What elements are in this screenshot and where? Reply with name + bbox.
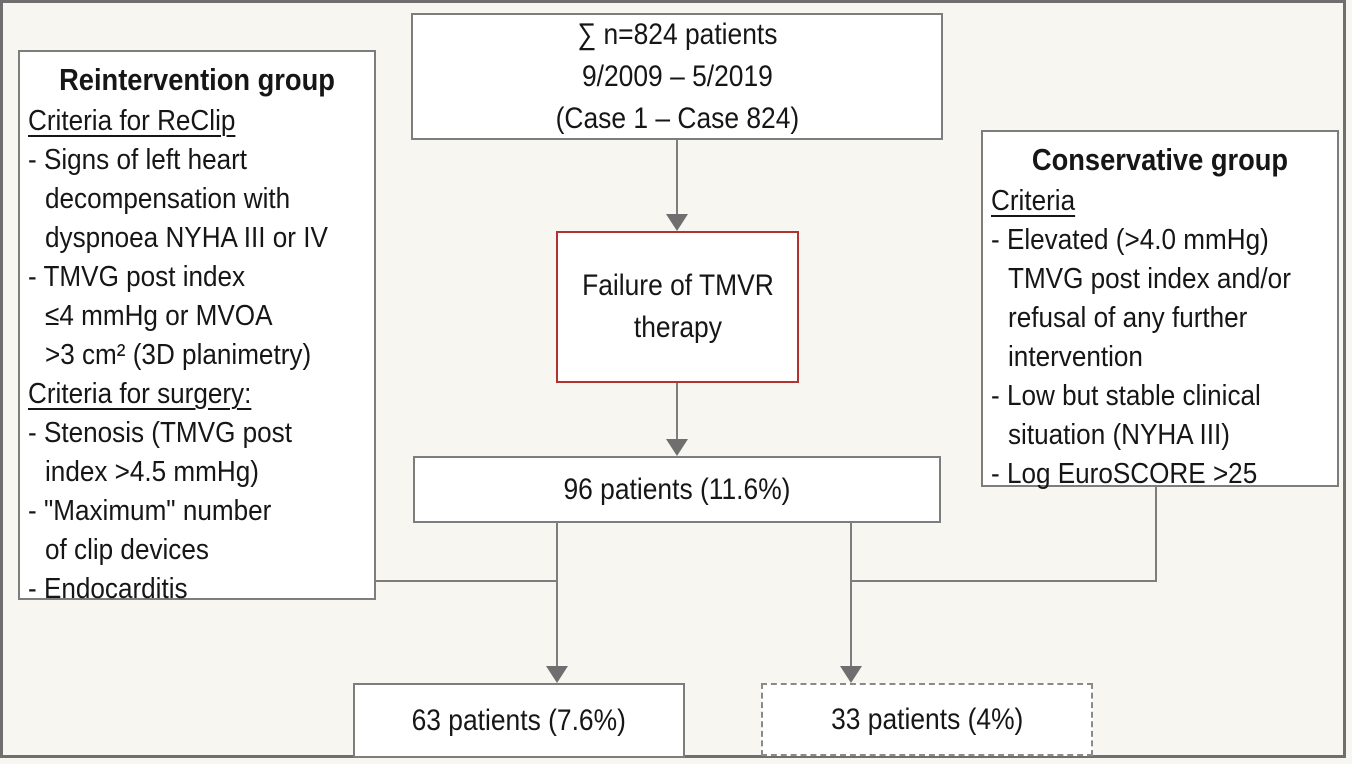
arrowhead-cohort bbox=[666, 439, 688, 456]
arrowhead-conservative bbox=[840, 666, 862, 683]
cohort-box: 96 patients (11.6%) bbox=[413, 456, 941, 523]
criteria-line: - TMVG post index bbox=[28, 261, 246, 293]
criteria-surgery-heading: Criteria for surgery: bbox=[28, 378, 252, 410]
total-line-1: ∑ n=824 patients bbox=[576, 17, 778, 51]
criteria-line: index >4.5 mmHg) bbox=[45, 456, 259, 488]
reintervention-outcome-label: 63 patients (7.6%) bbox=[411, 703, 627, 737]
connector-failure-to-cohort bbox=[676, 383, 678, 439]
failure-line-1: Failure of TMVR bbox=[581, 269, 774, 302]
criteria-line: situation (NYHA III) bbox=[1008, 419, 1230, 451]
total-patients-box: ∑ n=824 patients 9/2009 – 5/2019 (Case 1… bbox=[411, 13, 943, 140]
failure-line-2: therapy bbox=[633, 311, 722, 344]
failure-text: Failure of TMVR therapy bbox=[582, 265, 774, 349]
total-line-3: (Case 1 – Case 824) bbox=[555, 101, 799, 135]
total-line-2: 9/2009 – 5/2019 bbox=[581, 59, 773, 93]
connector-leftpanel-to-branch bbox=[375, 580, 558, 582]
criteria-reclip-heading: Criteria for ReClip bbox=[28, 105, 236, 137]
reintervention-outcome-box: 63 patients (7.6%) bbox=[353, 683, 685, 758]
criteria-line: - "Maximum" number bbox=[28, 495, 272, 527]
failure-of-tmvr-box: Failure of TMVR therapy bbox=[556, 231, 799, 383]
criteria-line: - Elevated (>4.0 mmHg) bbox=[991, 224, 1269, 256]
connector-cohort-to-reintervention bbox=[556, 523, 558, 667]
criteria-line: - Stenosis (TMVG post bbox=[28, 417, 292, 449]
total-patients-text: ∑ n=824 patients 9/2009 – 5/2019 (Case 1… bbox=[555, 14, 799, 140]
connector-cohort-to-conservative bbox=[850, 523, 852, 667]
criteria-line: refusal of any further bbox=[1008, 302, 1248, 334]
connector-rightpanel-to-branch bbox=[850, 580, 1157, 582]
criteria-line: - Log EuroSCORE >25 bbox=[991, 458, 1258, 490]
arrowhead-reintervention bbox=[546, 666, 568, 683]
criteria-line: - Signs of left heart bbox=[28, 144, 248, 176]
arrowhead-failure bbox=[666, 214, 688, 231]
conservative-outcome-label: 33 patients (4%) bbox=[830, 702, 1024, 736]
criteria-line: ≤4 mmHg or MVOA bbox=[45, 300, 273, 332]
conservative-outcome-box: 33 patients (4%) bbox=[761, 683, 1093, 756]
reintervention-group-panel: Reintervention group Criteria for ReClip… bbox=[18, 50, 376, 605]
criteria-line: decompensation with bbox=[45, 183, 291, 215]
cohort-label: 96 patients (11.6%) bbox=[563, 472, 791, 506]
criteria-line: - Low but stable clinical bbox=[991, 380, 1261, 412]
connector-total-to-failure bbox=[676, 140, 678, 216]
connector-rightpanel-down bbox=[1155, 487, 1157, 582]
criteria-line: TMVG post index and/or bbox=[1008, 263, 1291, 295]
conservative-group-title: Conservative group bbox=[1031, 142, 1289, 177]
conservative-group-panel: Conservative group Criteria - Elevated (… bbox=[981, 130, 1339, 490]
criteria-line: dyspnoea NYHA III or IV bbox=[45, 222, 328, 254]
criteria-line: intervention bbox=[1008, 341, 1143, 373]
criteria-line: - Endocarditis bbox=[28, 573, 188, 605]
criteria-line: of clip devices bbox=[45, 534, 209, 566]
reintervention-group-title: Reintervention group bbox=[59, 62, 335, 97]
criteria-heading: Criteria bbox=[991, 185, 1076, 217]
criteria-line: >3 cm² (3D planimetry) bbox=[45, 339, 312, 371]
